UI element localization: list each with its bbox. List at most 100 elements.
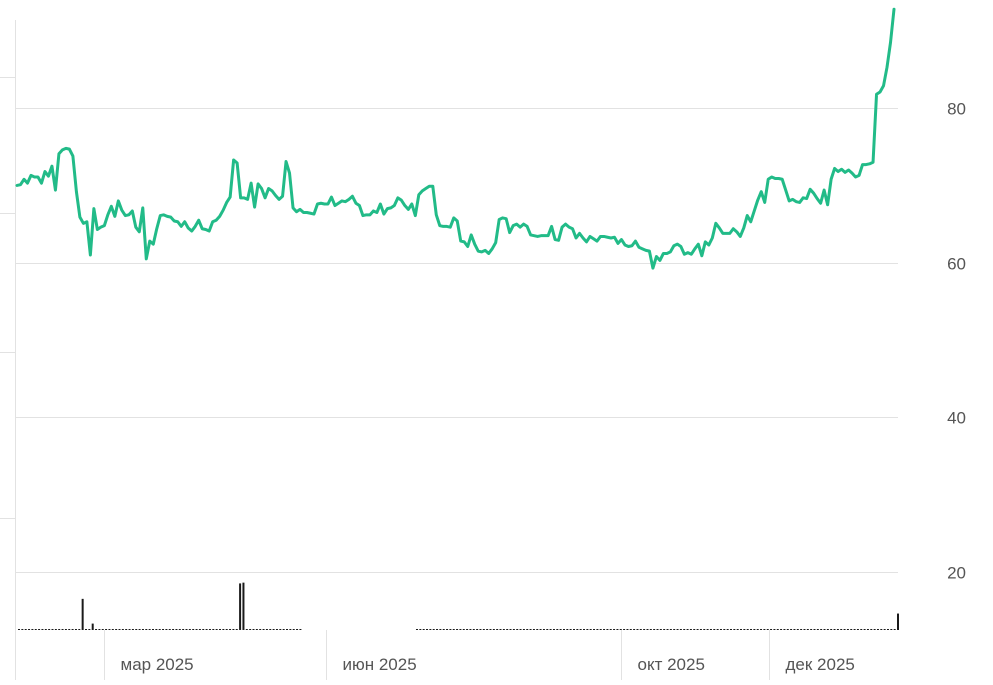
volume-bar xyxy=(593,629,596,630)
volume-bar xyxy=(252,629,255,630)
volume-bar xyxy=(562,629,565,630)
volume-bar xyxy=(629,629,632,630)
volume-bar xyxy=(663,629,666,630)
volume-bar xyxy=(873,629,876,630)
volume-bar xyxy=(432,629,435,630)
volume-bar xyxy=(740,629,743,630)
volume-bar xyxy=(726,629,729,630)
volume-bar xyxy=(282,629,285,630)
volume-bar xyxy=(583,629,586,630)
volume-bar xyxy=(71,629,74,630)
volume-bar xyxy=(512,629,515,630)
volume-bar xyxy=(529,629,532,630)
volume-bar xyxy=(669,629,672,630)
volume-bar xyxy=(54,629,57,630)
volume-bar xyxy=(719,629,722,630)
volume-bar xyxy=(208,629,211,630)
volume-bar xyxy=(219,629,221,630)
x-tick-label: мар 2025 xyxy=(121,655,194,674)
volume-bar xyxy=(760,629,763,630)
volume-bar xyxy=(249,629,252,630)
volume-bar xyxy=(265,629,268,630)
volume-bar xyxy=(125,629,128,630)
volume-bar xyxy=(88,629,91,630)
volume-bar xyxy=(639,629,642,630)
volume-bar xyxy=(556,629,559,630)
volume-bar xyxy=(188,629,191,630)
volume-bar xyxy=(743,629,746,630)
volume-bar xyxy=(509,629,512,630)
volume-bar xyxy=(462,629,465,630)
volume-bar xyxy=(770,629,773,630)
volume-bar xyxy=(262,629,265,630)
volume-bar xyxy=(128,629,131,630)
volume-bar xyxy=(586,629,589,630)
volume-bar xyxy=(145,629,148,630)
volume-bar xyxy=(599,629,602,630)
volume-bar xyxy=(61,629,64,630)
volume-bar xyxy=(85,629,87,630)
volume-bar xyxy=(212,629,215,630)
volume-bar xyxy=(773,629,776,630)
volume-bar xyxy=(863,629,866,630)
volume-bar xyxy=(536,629,539,630)
volume-bar xyxy=(673,629,676,630)
volume-bar xyxy=(299,629,302,630)
volume-bar xyxy=(603,629,606,630)
volume-bar xyxy=(95,629,98,630)
volume-bar xyxy=(813,629,816,630)
volume-bar xyxy=(853,629,856,630)
volume-bar xyxy=(753,629,756,630)
volume-bar xyxy=(783,629,786,630)
volume-bar xyxy=(162,629,165,630)
volume-bar xyxy=(806,629,809,630)
volume-bar xyxy=(419,629,422,630)
volume-bar xyxy=(118,629,121,630)
volume-bar xyxy=(886,629,889,630)
volume-bar xyxy=(840,629,843,630)
volume-bar xyxy=(646,629,649,630)
volume-bar xyxy=(48,629,51,630)
volume-bar xyxy=(656,629,659,630)
volume-bar xyxy=(506,629,509,630)
volume-bar xyxy=(476,629,479,630)
volume-bar xyxy=(750,629,753,630)
volume-bar xyxy=(810,629,813,630)
volume-bar xyxy=(659,629,662,630)
volume-bar xyxy=(589,629,592,630)
volume-bar xyxy=(803,629,806,630)
volume-bar xyxy=(756,629,759,630)
volume-bar xyxy=(429,629,432,630)
volume-bar xyxy=(456,629,459,630)
left-axis-rail xyxy=(0,20,16,680)
volume-bar xyxy=(449,629,452,630)
volume-bar xyxy=(836,629,839,630)
volume-bar xyxy=(893,629,896,630)
volume-bar xyxy=(546,629,549,630)
volume-bar xyxy=(91,623,94,630)
volume-bar xyxy=(486,629,489,630)
volume-bar xyxy=(105,629,108,630)
volume-bar xyxy=(613,629,616,630)
volume-bar xyxy=(539,629,542,630)
volume-bar xyxy=(569,629,572,630)
volume-bar xyxy=(235,629,238,630)
volume-bar xyxy=(195,629,198,630)
volume-bar xyxy=(649,629,652,630)
volume-bar xyxy=(182,629,185,630)
volume-bar xyxy=(623,629,626,630)
volume-bar xyxy=(763,629,766,630)
volume-bar xyxy=(141,629,144,630)
volume-bar xyxy=(31,629,34,630)
volume-bar xyxy=(459,629,462,630)
volume-bar xyxy=(215,629,218,630)
volume-bar xyxy=(148,629,151,630)
volume-bar xyxy=(866,629,869,630)
volume-bar xyxy=(466,629,469,630)
volume-bar xyxy=(876,629,879,630)
volume-bar xyxy=(158,629,161,630)
volume-bar xyxy=(229,629,232,630)
volume-bar xyxy=(689,629,692,630)
volume-bar xyxy=(796,629,799,630)
